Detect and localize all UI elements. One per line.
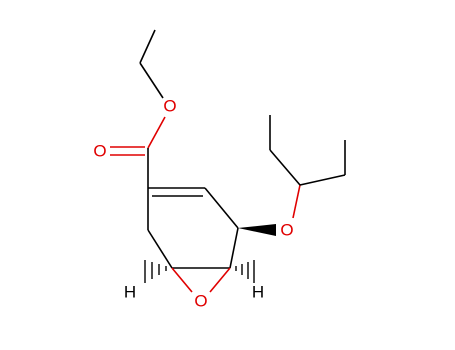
atom-label: O — [280, 220, 293, 239]
atom-label: O — [163, 96, 176, 115]
atom-label: O — [93, 141, 106, 160]
atom-label: H — [124, 282, 136, 301]
atom-label: O — [194, 291, 207, 310]
bonds — [110, 29, 346, 293]
atom-label: H — [252, 282, 264, 301]
wedge-bond — [238, 224, 276, 236]
hash-bond — [144, 260, 255, 283]
